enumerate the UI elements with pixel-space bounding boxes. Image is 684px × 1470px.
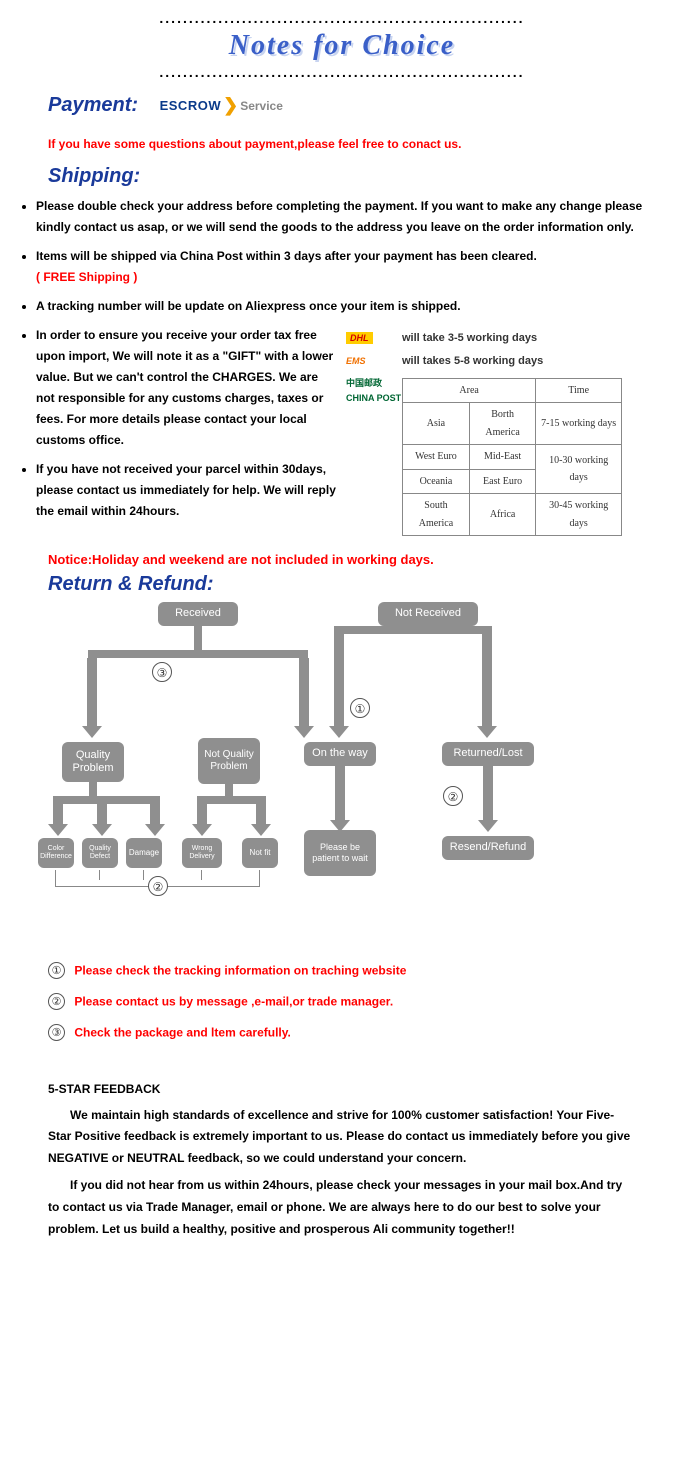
node-damage: Damage: [126, 838, 162, 868]
shipping-item: DHL will take 3-5 working days EMS will …: [36, 325, 654, 451]
table-row: West Euro Mid-East 10-30 working days: [403, 445, 622, 470]
free-shipping-label: ( FREE Shipping ): [36, 270, 137, 284]
node-returned: Returned/Lost: [442, 742, 534, 766]
feedback-p2: If you did not hear from us within 24hou…: [48, 1175, 636, 1240]
node-please-wait: Please be patient to wait: [304, 830, 376, 876]
escrow-brand: ESCROW: [160, 98, 222, 113]
feedback-p1: We maintain high standards of excellence…: [48, 1105, 636, 1170]
return-flowchart: Received Not Received ③ ① Quality Proble…: [38, 602, 658, 932]
table-row: South America Africa 30-45 working days: [403, 494, 622, 536]
escrow-service: Service: [240, 99, 283, 113]
payment-heading: Payment: ESCROW ❯ Service: [48, 94, 684, 117]
shipping-item-text: Items will be shipped via China Post wit…: [36, 249, 537, 263]
payment-heading-text: Payment:: [48, 94, 138, 116]
carrier-note: will takes 5-8 working days: [402, 352, 543, 371]
payment-note: If you have some questions about payment…: [48, 137, 636, 151]
legend-num-2: ②: [48, 993, 65, 1010]
holiday-notice: Notice:Holiday and weekend are not inclu…: [48, 552, 684, 567]
escrow-arrow-icon: ❯: [223, 95, 238, 116]
shipping-item: A tracking number will be update on Alie…: [36, 296, 654, 317]
node-not-received: Not Received: [378, 602, 478, 626]
carrier-row: 中国邮政 CHINA POST Area Time Asia Borth Ame…: [346, 376, 636, 537]
top-dots: ........................................…: [0, 10, 684, 26]
shipping-item: Please double check your address before …: [36, 196, 654, 238]
escrow-logo: ESCROW ❯ Service: [160, 95, 283, 116]
ems-logo: EMS: [346, 354, 402, 370]
shipping-item-text: In order to ensure you receive your orde…: [36, 328, 333, 447]
dhl-logo: DHL: [346, 331, 402, 347]
bottom-dots: ........................................…: [0, 64, 684, 80]
legend-text: Check the package and ltem carefully.: [74, 1026, 291, 1040]
legend-text: Please check the tracking information on…: [74, 964, 406, 978]
shipping-time-table: Area Time Asia Borth America 7-15 workin…: [402, 378, 622, 537]
legend-item: ③ Check the package and ltem carefully.: [48, 1024, 636, 1041]
shipping-list: Please double check your address before …: [30, 196, 654, 522]
node-on-way: On the way: [304, 742, 376, 766]
shipping-carriers: DHL will take 3-5 working days EMS will …: [346, 325, 636, 540]
legend-num-3: ③: [48, 1024, 65, 1041]
node-received: Received: [158, 602, 238, 626]
china-post-logo: 中国邮政 CHINA POST: [346, 376, 402, 408]
page-title: Notes for Choice: [0, 30, 684, 62]
node-resend: Resend/Refund: [442, 836, 534, 860]
carrier-row: DHL will take 3-5 working days: [346, 329, 636, 348]
node-not-fit: Not fit: [242, 838, 278, 868]
table-row: Area Time: [403, 378, 622, 403]
legend-text: Please contact us by message ,e-mail,or …: [74, 995, 393, 1009]
th-time: Time: [536, 378, 622, 403]
feedback-heading: 5-STAR FEEDBACK: [48, 1079, 636, 1101]
shipping-item: Items will be shipped via China Post wit…: [36, 246, 654, 288]
circle-2b: ②: [148, 876, 168, 896]
feedback-section: 5-STAR FEEDBACK We maintain high standar…: [48, 1079, 636, 1240]
carrier-row: EMS will takes 5-8 working days: [346, 352, 636, 371]
node-wrong-delivery: Wrong Delivery: [182, 838, 222, 868]
return-heading: Return & Refund:: [48, 573, 684, 596]
table-row: Asia Borth America 7-15 working days: [403, 403, 622, 445]
th-area: Area: [403, 378, 536, 403]
circle-1: ①: [350, 698, 370, 718]
node-color-diff: Color Difference: [38, 838, 74, 868]
node-quality-defect: Quality Defect: [82, 838, 118, 868]
flowchart-legend: ① Please check the tracking information …: [48, 962, 636, 1041]
node-quality: Quality Problem: [62, 742, 124, 782]
circle-2a: ②: [443, 786, 463, 806]
carrier-note: will take 3-5 working days: [402, 329, 537, 348]
circle-3: ③: [152, 662, 172, 682]
legend-item: ② Please contact us by message ,e-mail,o…: [48, 993, 636, 1010]
shipping-heading: Shipping:: [48, 165, 684, 188]
legend-item: ① Please check the tracking information …: [48, 962, 636, 979]
legend-num-1: ①: [48, 962, 65, 979]
node-not-quality: Not Quality Problem: [198, 738, 260, 784]
